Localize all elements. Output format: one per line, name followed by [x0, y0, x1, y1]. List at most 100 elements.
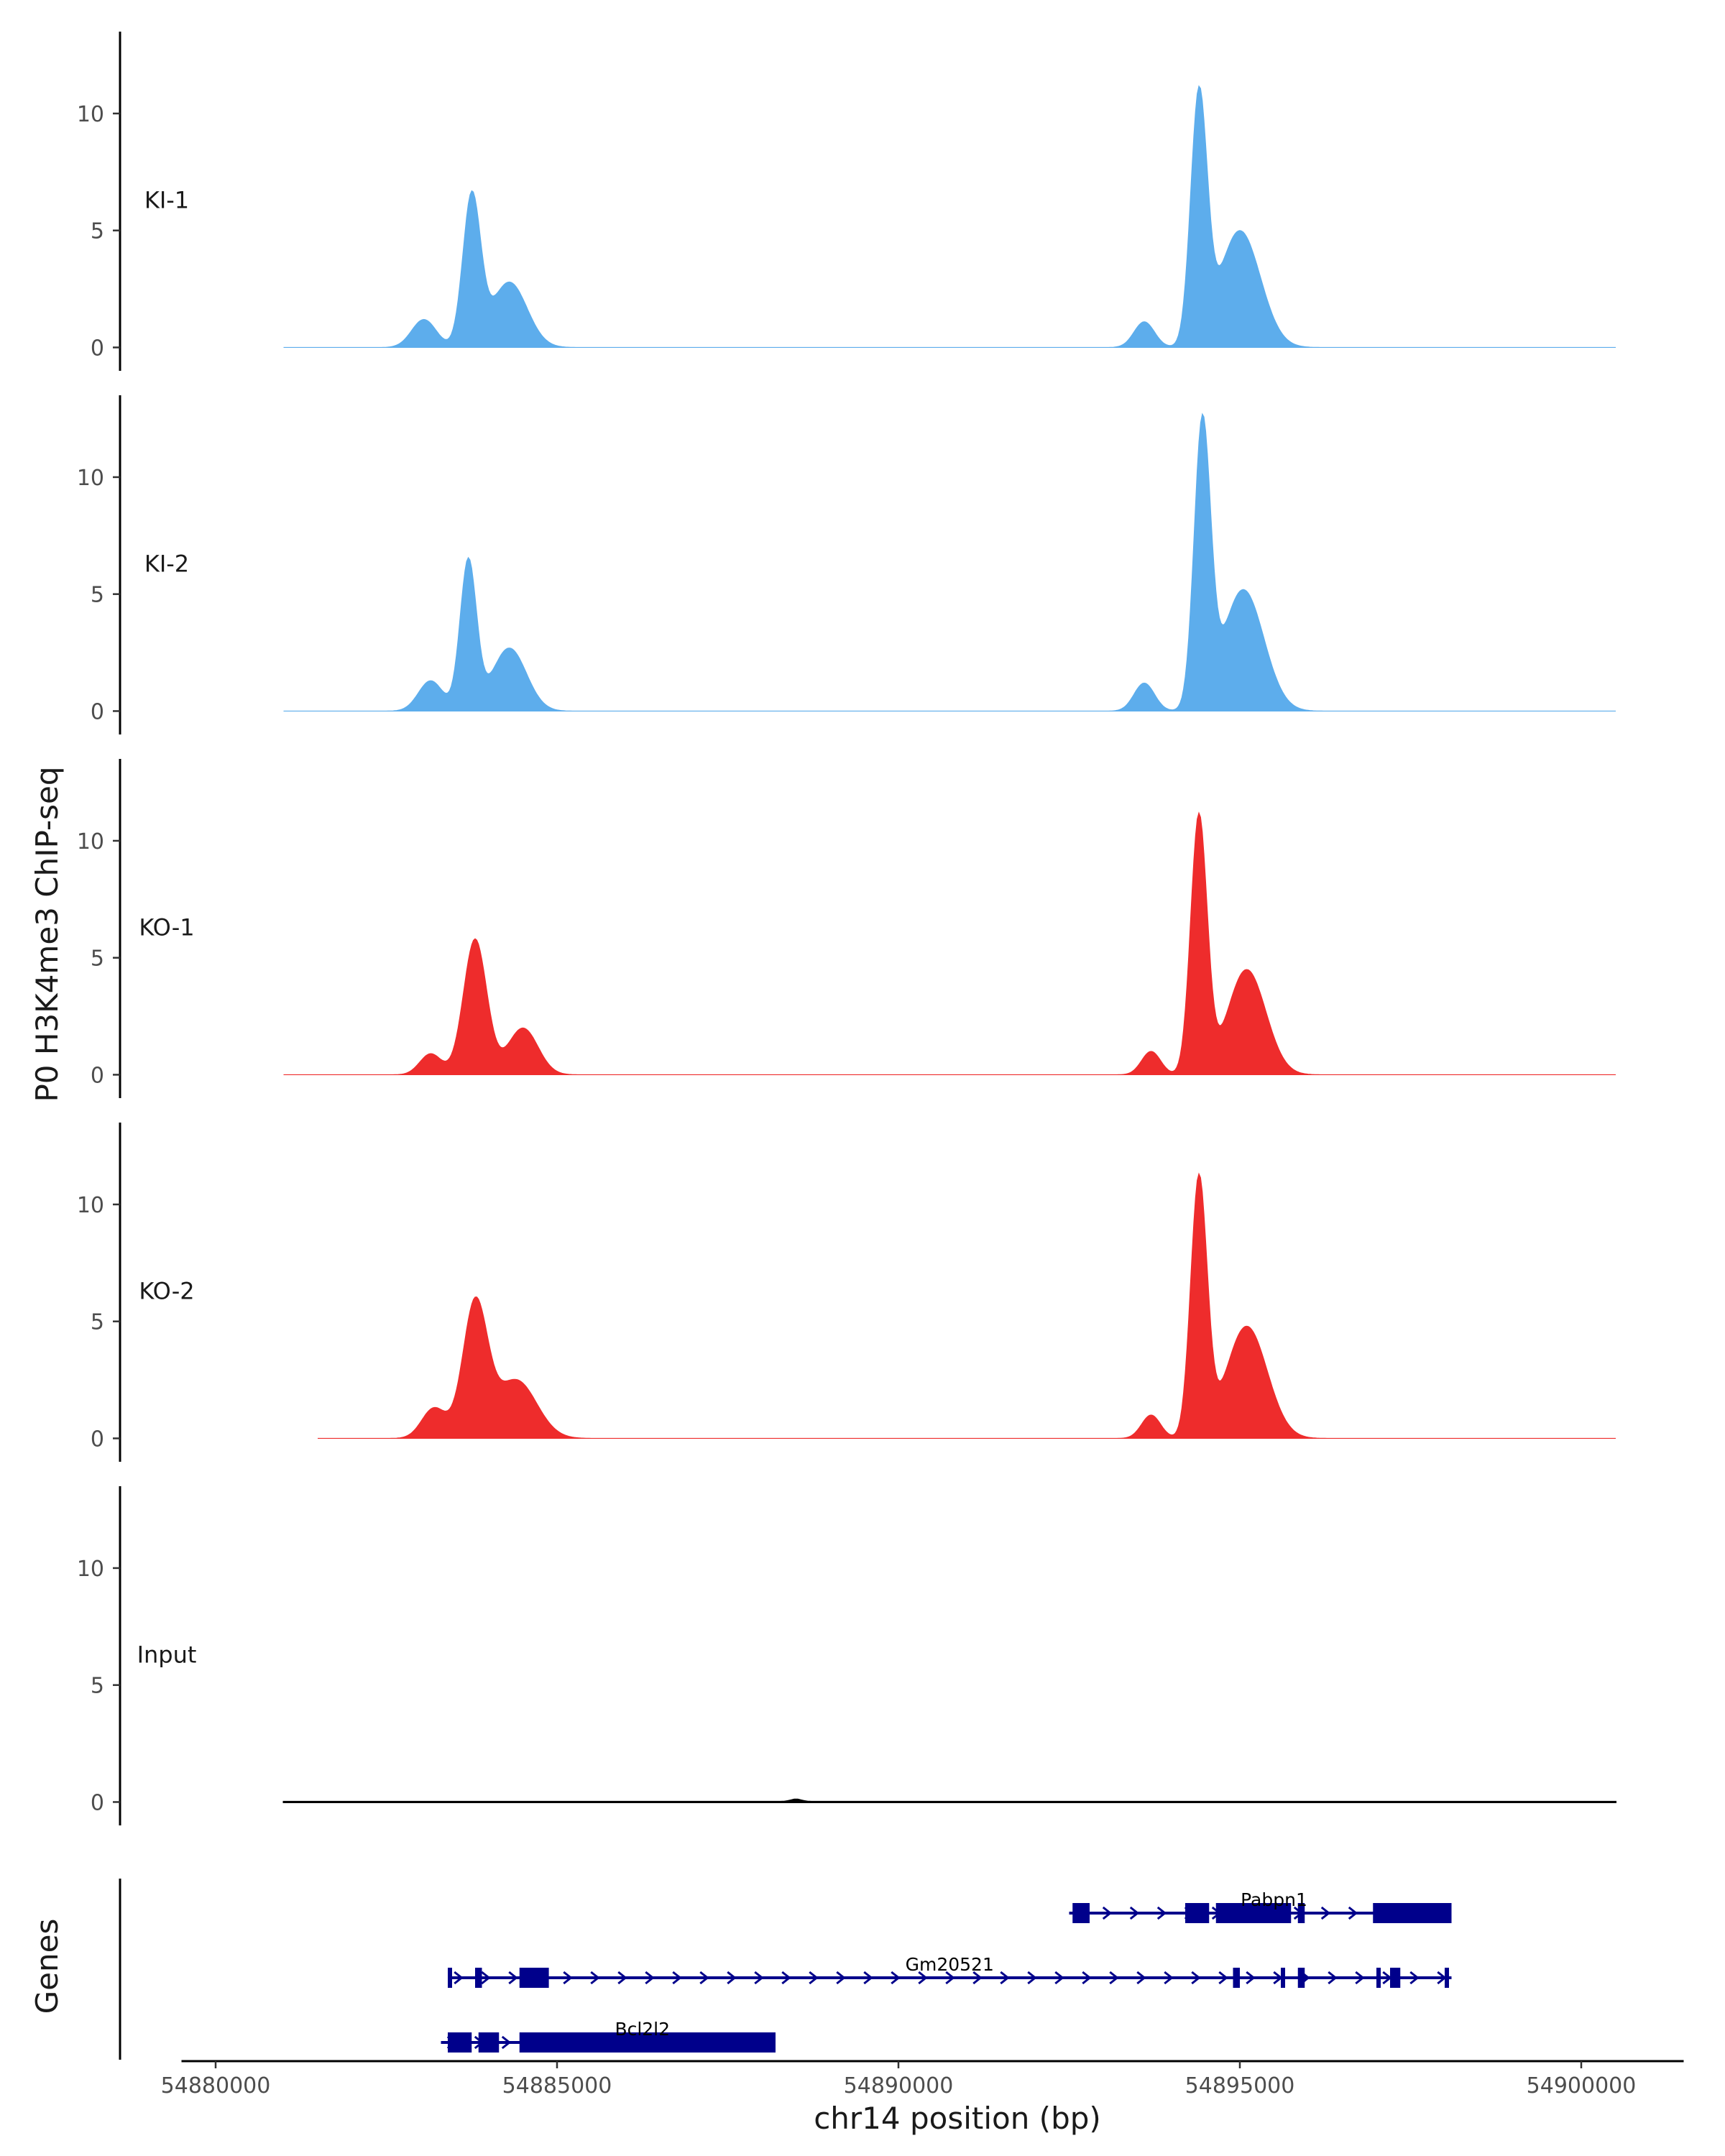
- strand-arrow: [1000, 1971, 1010, 1985]
- strand-arrow: [1348, 1906, 1358, 1920]
- strand-arrow: [501, 2035, 512, 2050]
- track-label: KI-2: [144, 550, 189, 577]
- gene-exon: [475, 1968, 482, 1988]
- y-tick-label: 0: [91, 699, 104, 724]
- gene-pabpn1: Pabpn1: [1069, 1889, 1452, 1923]
- x-tick-label: 54880000: [161, 2073, 271, 2099]
- strand-arrow: [1129, 1906, 1140, 1920]
- gene-bcl2l2: Bcl2l2: [441, 2019, 776, 2053]
- strand-arrow: [454, 1971, 464, 1985]
- strand-arrow: [891, 1971, 901, 1985]
- track-label: KO-2: [139, 1277, 194, 1304]
- strand-arrow: [781, 1971, 791, 1985]
- strand-arrow: [1355, 1971, 1365, 1985]
- x-axis: 54880000 54885000 54890000 54895000 54900000: [161, 2060, 1684, 2099]
- signal-tracks: 0 5 10 KI-1 0 5 10 KI-2 0 5 10 KO-1 0 5 10 KO-2 0 5 10 Inpu…: [77, 32, 1616, 1825]
- track-ki-1: 0 5 10 KI-1: [77, 32, 1616, 371]
- gene-exon: [1376, 1968, 1381, 1988]
- track-label: KO-1: [139, 913, 194, 941]
- y-tick-label: 0: [91, 1790, 104, 1815]
- gene-exon: [1072, 1903, 1090, 1923]
- strand-arrow: [945, 1971, 955, 1985]
- strand-arrow: [1191, 1971, 1201, 1985]
- y-tick-label: 0: [91, 1427, 104, 1452]
- x-tick-label: 54900000: [1527, 2073, 1637, 2099]
- signal-area: [283, 811, 1616, 1075]
- strand-arrow: [1328, 1971, 1338, 1985]
- signal-area: [283, 85, 1616, 348]
- signal-area: [318, 1172, 1616, 1439]
- gene-exon: [1215, 1903, 1292, 1923]
- y-tick-label: 5: [91, 583, 104, 608]
- y-axis-title: P0 H3K4me3 ChIP-seq: [29, 766, 65, 1102]
- x-tick-label: 54885000: [502, 2073, 612, 2099]
- strand-arrow: [1136, 1971, 1146, 1985]
- track-label: KI-1: [144, 186, 189, 213]
- y-tick-label: 10: [77, 1193, 104, 1218]
- gene-exon: [1445, 1968, 1449, 1988]
- gene-exon: [1297, 1968, 1305, 1988]
- gene-exon: [519, 1968, 549, 1988]
- strand-arrow: [1027, 1971, 1037, 1985]
- signal-area: [283, 413, 1616, 711]
- strand-arrow: [617, 1971, 627, 1985]
- strand-arrow: [699, 1971, 709, 1985]
- strand-arrow: [836, 1971, 846, 1985]
- strand-arrow: [1246, 1971, 1256, 1985]
- strand-arrow: [1054, 1971, 1064, 1985]
- track-ko-2: 0 5 10 KO-2: [77, 1123, 1616, 1462]
- strand-arrow: [672, 1971, 682, 1985]
- gene-name-label: Bcl2l2: [615, 2019, 670, 2040]
- strand-arrow: [754, 1971, 764, 1985]
- gene-exon: [1297, 1903, 1305, 1923]
- strand-arrow: [563, 1971, 573, 1985]
- strand-arrow: [863, 1971, 873, 1985]
- y-tick-label: 10: [77, 466, 104, 491]
- gene-gm20521: Gm20521: [448, 1954, 1452, 1988]
- strand-arrow: [1320, 1906, 1331, 1920]
- y-tick-label: 0: [91, 336, 104, 361]
- y-tick-label: 5: [91, 219, 104, 244]
- track-label: Input: [137, 1641, 197, 1668]
- track-ko-1: 0 5 10 KO-1: [77, 759, 1616, 1098]
- gene-exon: [519, 2032, 776, 2053]
- track-input: 0 5 10 Input: [77, 1486, 1616, 1825]
- y-tick-label: 10: [77, 102, 104, 127]
- y-tick-label: 0: [91, 1063, 104, 1088]
- strand-arrow: [1109, 1971, 1119, 1985]
- strand-arrow: [1164, 1971, 1174, 1985]
- gene-exon: [1281, 1968, 1285, 1988]
- x-axis-title: chr14 position (bp): [814, 2101, 1101, 2136]
- y-tick-label: 5: [91, 1674, 104, 1699]
- gene-exon: [478, 2032, 500, 2053]
- strand-arrow: [645, 1971, 655, 1985]
- signal-area: [282, 1798, 1616, 1803]
- strand-arrow: [1409, 1971, 1420, 1985]
- gene-exon: [1185, 1903, 1210, 1923]
- strand-arrow: [727, 1971, 737, 1985]
- strand-arrow: [809, 1971, 819, 1985]
- gene-models: Pabpn1 Gm20521 Bcl2l2: [119, 1879, 1452, 2060]
- x-tick-label: 54895000: [1185, 2073, 1295, 2099]
- strand-arrow: [1156, 1906, 1167, 1920]
- y-tick-label: 10: [77, 829, 104, 854]
- gene-name-label: Pabpn1: [1241, 1889, 1307, 1910]
- y-tick-label: 5: [91, 1310, 104, 1335]
- gene-exon: [1373, 1903, 1452, 1923]
- x-tick-label: 54890000: [844, 2073, 954, 2099]
- strand-arrow: [481, 1971, 491, 1985]
- track-ki-2: 0 5 10 KI-2: [77, 395, 1616, 734]
- gene-name-label: Gm20521: [906, 1954, 994, 1975]
- strand-arrow: [1082, 1971, 1092, 1985]
- genes-track-label: Genes: [29, 1919, 65, 2014]
- strand-arrow: [1102, 1906, 1113, 1920]
- gene-exon: [1233, 1968, 1240, 1988]
- strand-arrow: [508, 1971, 518, 1985]
- gene-exon: [1390, 1968, 1401, 1988]
- strand-arrow: [1218, 1971, 1228, 1985]
- y-tick-label: 10: [77, 1557, 104, 1582]
- strand-arrow: [972, 1971, 983, 1985]
- strand-arrow: [918, 1971, 928, 1985]
- strand-arrow: [590, 1971, 600, 1985]
